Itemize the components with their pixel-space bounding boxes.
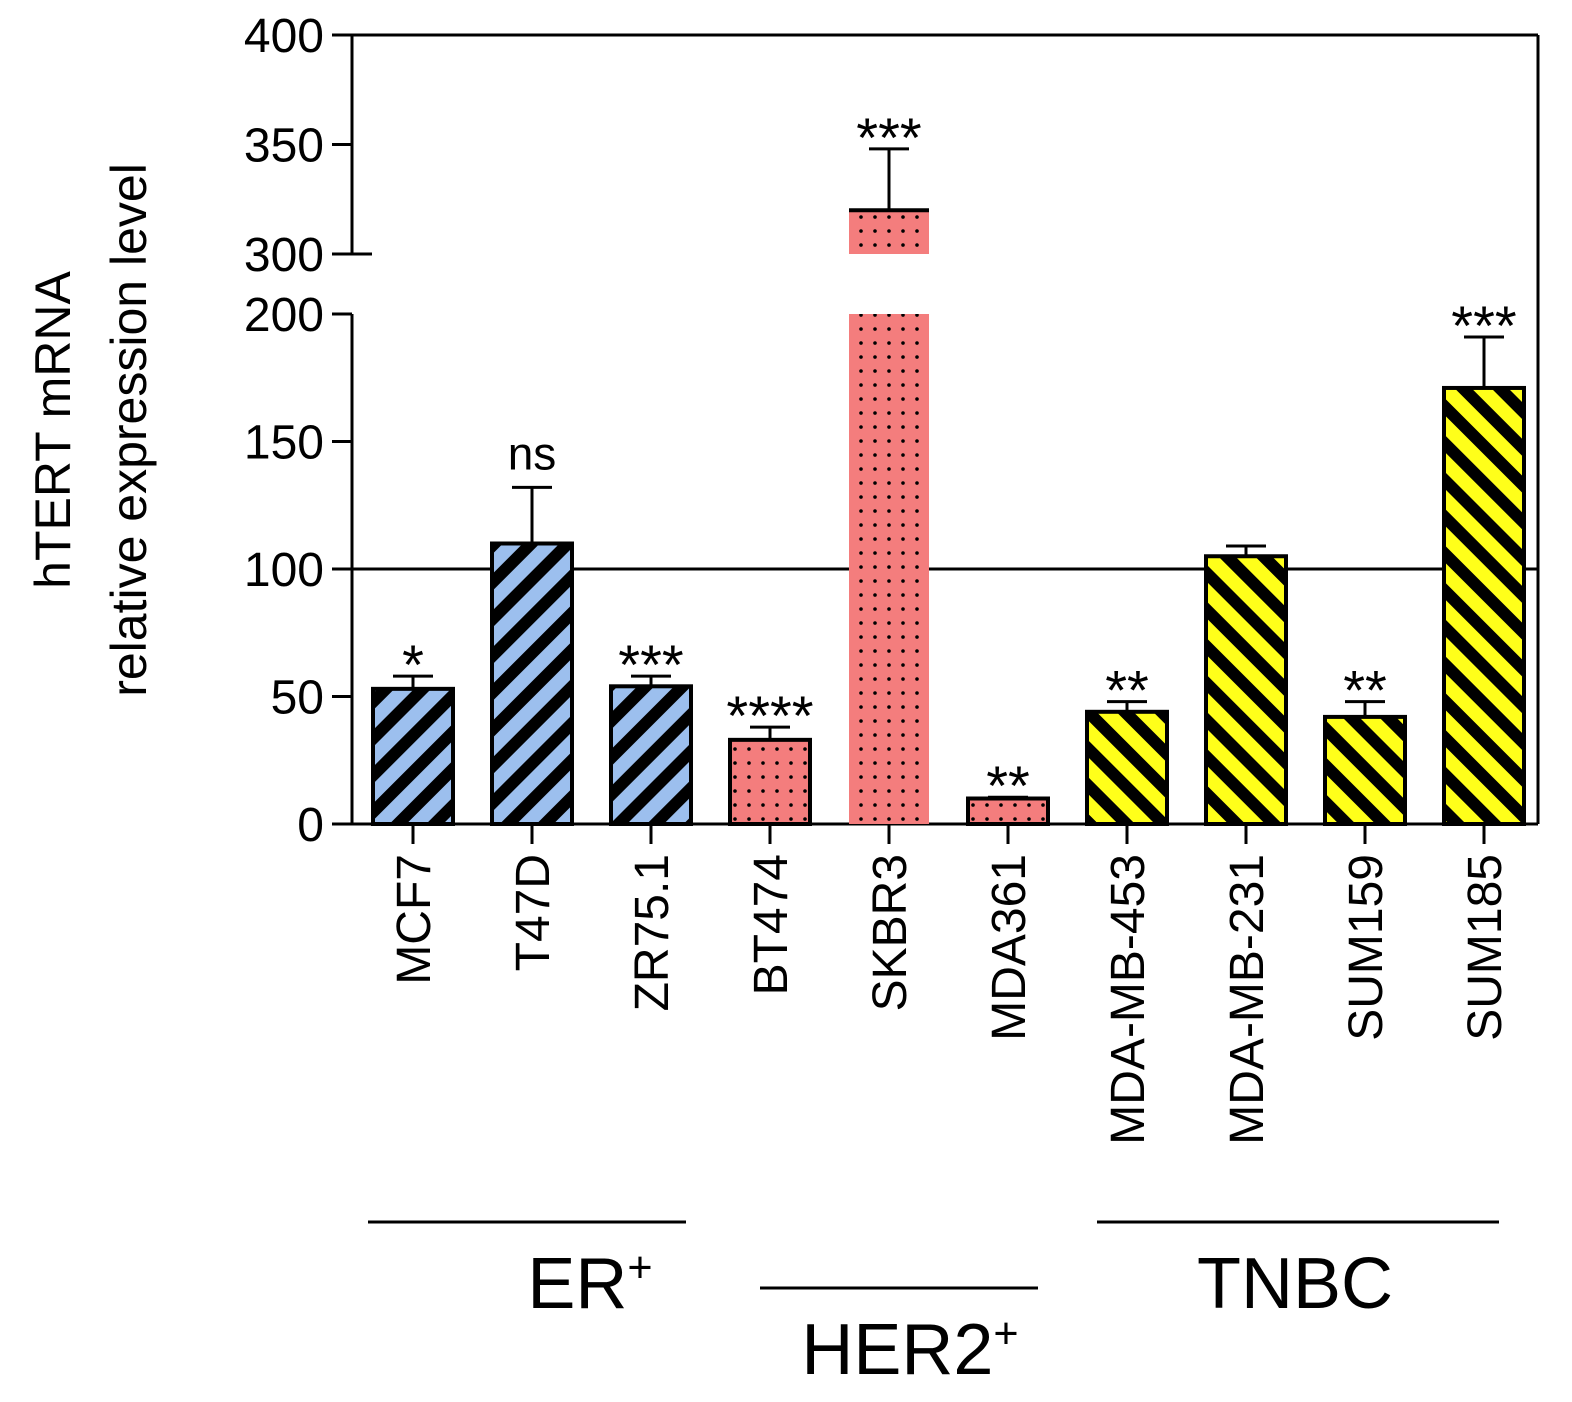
significance-MDA361: **: [986, 754, 1030, 817]
x-label-MDA-MB-231: MDA-MB-231: [1221, 854, 1274, 1145]
significance-MDA-MB-453: **: [1105, 659, 1149, 722]
y-axis-title-line1: hTERT mRNA: [25, 271, 81, 589]
bar-MDA-MB-231: [1204, 554, 1288, 826]
bar-group-SKBR3: ***: [849, 106, 929, 844]
y-tick-label-upper-2: 400: [244, 10, 324, 63]
bar-group-MDA-MB-453: **: [1085, 659, 1169, 844]
group-label-TNBC: TNBC: [1197, 1244, 1393, 1324]
x-label-ZR75.1: ZR75.1: [626, 854, 679, 1011]
group-brackets: ER+ HER2+ TNBC: [368, 1220, 1499, 1390]
y-tick-label-upper-0: 300: [244, 229, 324, 282]
bar-T47D: [490, 541, 574, 826]
bar-group-SUM159: **: [1323, 659, 1407, 844]
significance-ZR75.1: ***: [618, 633, 683, 696]
bar-SUM185: [1442, 385, 1526, 826]
bar-SUM159: [1323, 714, 1407, 827]
group-label-HER2: HER2+: [801, 1310, 1018, 1390]
y-tick-label-upper-1: 350: [244, 120, 324, 173]
bar-SKBR3-upper: [849, 210, 929, 254]
bar-group-BT474: ****: [726, 684, 814, 844]
x-label-SKBR3: SKBR3: [864, 854, 917, 1011]
y-tick-label-lower-0: 0: [297, 799, 324, 852]
bar-MDA-MB-453: [1085, 709, 1169, 826]
significance-SUM159: **: [1343, 659, 1387, 722]
y-tick-label-lower-3: 150: [244, 417, 324, 470]
bar-group-T47D: ns: [490, 427, 574, 844]
x-label-BT474: BT474: [745, 854, 798, 995]
axes: 0 50 100 150 200 300 350 400: [244, 10, 1540, 852]
x-tick-labels: MCF7 T47D ZR75.1 BT474 SKBR3 MDA361 MDA-MB-453…: [388, 854, 1512, 1145]
bar-MCF7: [371, 686, 455, 826]
significance-BT474: ****: [726, 684, 813, 747]
x-label-T47D: T47D: [507, 854, 560, 971]
y-tick-label-lower-1: 50: [271, 672, 324, 725]
bar-ZR75.1: [609, 684, 693, 826]
significance-T47D: ns: [508, 427, 557, 479]
bar-SKBR3-lower: [849, 314, 929, 824]
group-label-ER: ER+: [527, 1244, 652, 1324]
bar-group-SUM185: ***: [1442, 294, 1526, 844]
y-tick-label-lower-4: 200: [244, 289, 324, 342]
x-label-MCF7: MCF7: [388, 854, 441, 985]
y-axis-title: hTERT mRNA relative expression level: [25, 163, 157, 697]
y-tick-label-lower-2: 100: [244, 544, 324, 597]
bars: *ns************** *****: [371, 106, 1526, 844]
significance-MCF7: *: [402, 633, 424, 696]
x-label-MDA361: MDA361: [983, 854, 1036, 1041]
x-label-SUM185: SUM185: [1459, 854, 1512, 1041]
x-label-SUM159: SUM159: [1340, 854, 1393, 1041]
bar-group-MDA361: **: [966, 754, 1050, 844]
bar-group-MDA-MB-231: [1204, 544, 1288, 844]
bar-group-MCF7: *: [371, 633, 455, 844]
bar-group-ZR75.1: ***: [609, 633, 693, 844]
bar-BT474: [728, 737, 812, 826]
significance-SKBR3: ***: [856, 106, 921, 169]
y-axis-title-line2: relative expression level: [101, 163, 157, 697]
x-label-MDA-MB-453: MDA-MB-453: [1102, 854, 1155, 1145]
significance-SUM185: ***: [1451, 294, 1516, 357]
